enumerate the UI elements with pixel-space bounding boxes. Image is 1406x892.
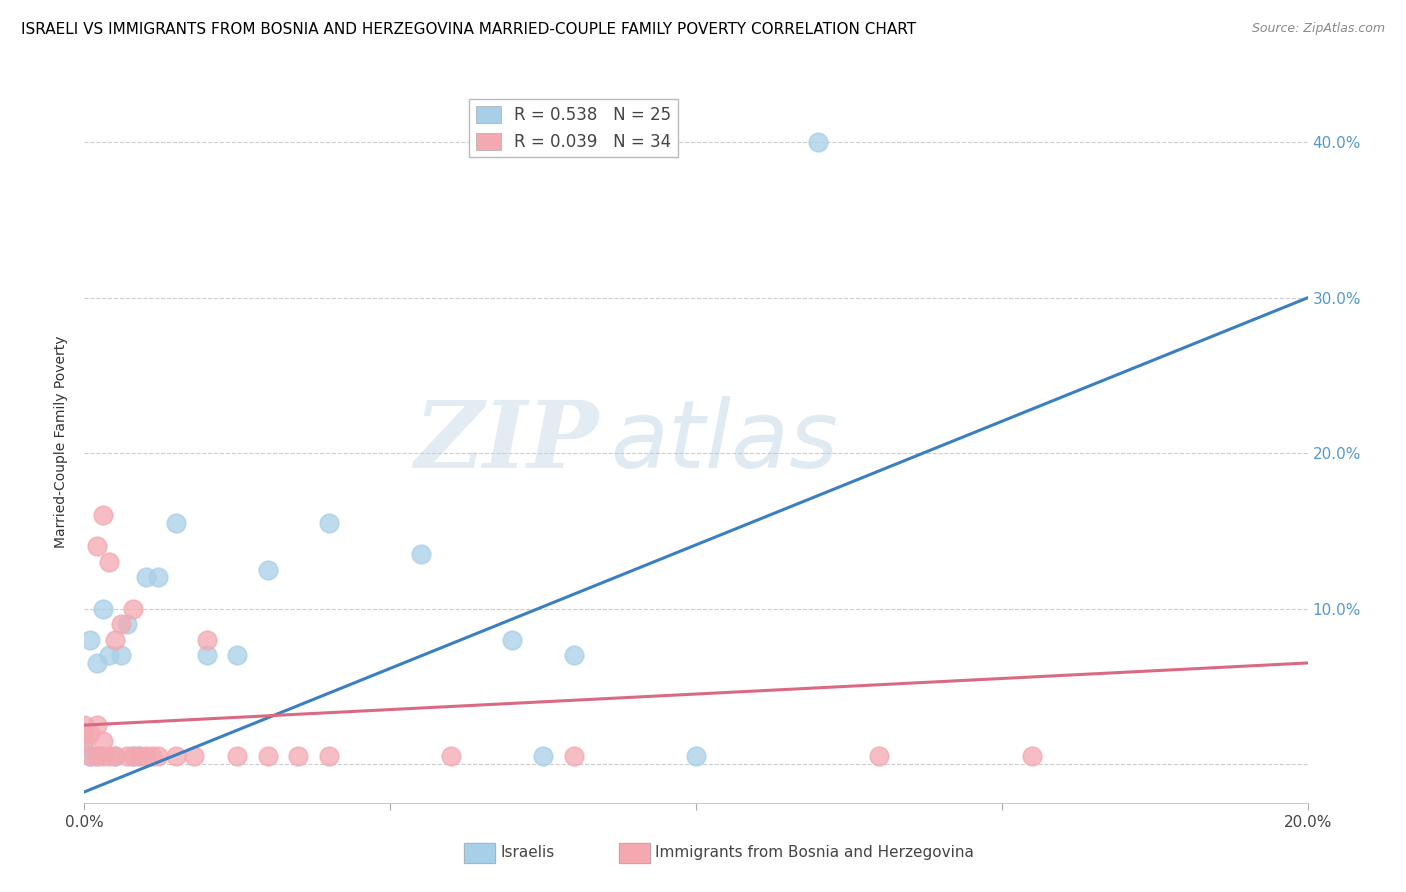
Point [115,617,138,632]
Point [409,547,432,561]
Point [91,749,114,764]
Text: Source: ZipAtlas.com: Source: ZipAtlas.com [1251,22,1385,36]
Point [104,749,127,764]
Point [502,632,524,647]
Point [195,648,218,663]
Point [97,749,120,764]
Point [115,749,138,764]
Bar [619,843,650,863]
Text: Immigrants from Bosnia and Herzegovina: Immigrants from Bosnia and Herzegovina [655,846,974,860]
Point [128,749,150,764]
Point [531,749,554,764]
Point [79,632,101,647]
Point [91,733,114,747]
Point [869,749,891,764]
Point [73,741,96,756]
Point [86,540,108,554]
Point [73,718,96,732]
Text: ZIP: ZIP [413,397,598,486]
Point [91,601,114,615]
Point [562,749,585,764]
Point [287,749,309,764]
Point [122,749,145,764]
Bar [464,843,495,863]
Point [79,749,101,764]
Point [122,601,145,615]
Point [257,563,280,577]
Point [91,508,114,523]
Y-axis label: Married-Couple Family Poverty: Married-Couple Family Poverty [55,335,69,548]
Point [86,718,108,732]
Point [440,749,463,764]
Point [685,749,707,764]
Legend: R = 0.538   N = 25, R = 0.039   N = 34: R = 0.538 N = 25, R = 0.039 N = 34 [470,99,678,158]
Point [104,749,127,764]
Point [165,749,187,764]
Point [318,749,340,764]
Point [562,648,585,663]
Point [257,749,280,764]
Point [110,648,132,663]
Point [122,749,145,764]
Point [110,617,132,632]
Point [86,656,108,670]
Point [97,648,120,663]
Point [226,749,249,764]
Point [79,749,101,764]
Point [135,749,157,764]
Point [146,749,169,764]
Point [226,648,249,663]
Bar [464,843,495,863]
Point [183,749,205,764]
Point [1021,749,1043,764]
Point [135,570,157,584]
Point [73,733,96,747]
Point [165,516,187,530]
Point [128,749,150,764]
Bar [619,843,650,863]
Point [141,749,163,764]
Point [318,516,340,530]
Point [195,632,218,647]
Point [97,555,120,569]
Point [104,632,127,647]
Point [807,136,830,150]
Point [79,726,101,740]
Point [146,570,169,584]
Text: ISRAELI VS IMMIGRANTS FROM BOSNIA AND HERZEGOVINA MARRIED-COUPLE FAMILY POVERTY : ISRAELI VS IMMIGRANTS FROM BOSNIA AND HE… [21,22,917,37]
Text: atlas: atlas [610,396,838,487]
Text: Israelis: Israelis [501,846,555,860]
Point [73,726,96,740]
Point [86,749,108,764]
Point [86,749,108,764]
